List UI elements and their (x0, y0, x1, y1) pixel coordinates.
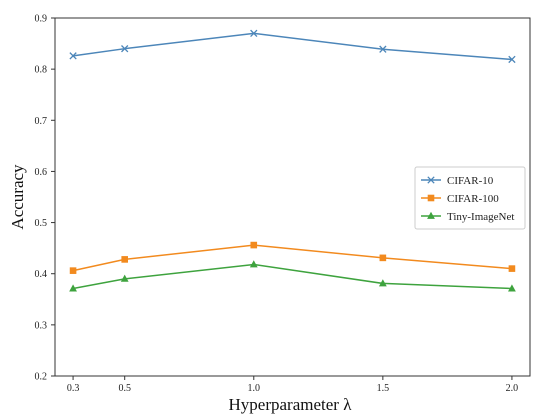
series-cifar-100 (69, 241, 516, 274)
legend-item: CIFAR-100 (421, 193, 499, 205)
y-tick-label: 0.3 (35, 320, 48, 331)
y-tick-label: 0.2 (35, 372, 48, 383)
x-axis-title: Hyperparameter λ (229, 395, 353, 414)
legend: CIFAR-10 CIFAR-100 Tiny-ImageNet (414, 166, 526, 230)
data-point (250, 241, 258, 249)
legend-item: Tiny-ImageNet (421, 211, 514, 223)
x-tick-label: 0.5 (118, 383, 131, 394)
data-point (508, 55, 516, 64)
series-line (72, 32, 512, 61)
legend-marker (427, 211, 435, 219)
legend-label: CIFAR-100 (447, 193, 499, 205)
x-axis-ticks: 0.3 0.5 1.0 1.5 2.0 (67, 376, 518, 394)
plot-frame (54, 17, 531, 377)
data-point (378, 279, 387, 287)
plot-area (54, 17, 531, 377)
legend-label: Tiny-ImageNet (447, 211, 514, 223)
data-point (508, 265, 516, 272)
y-axis-title: Accuracy (8, 164, 27, 230)
data-point (508, 284, 516, 292)
series-tiny-imagenet (69, 260, 516, 292)
data-point (121, 45, 129, 53)
y-tick-label: 0.4 (35, 269, 48, 280)
x-tick-label: 1.0 (248, 383, 261, 394)
data-point (249, 260, 258, 268)
legend-box (414, 166, 526, 230)
series-layer (69, 29, 516, 292)
series-line (72, 244, 512, 272)
data-point (120, 274, 129, 282)
data-point (121, 256, 129, 263)
y-tick-label: 0.6 (35, 167, 48, 178)
marker-stroke (508, 55, 516, 64)
x-tick-label: 1.5 (377, 383, 390, 394)
legend-marker (427, 194, 435, 202)
series-cifar-10 (69, 29, 516, 64)
data-point (250, 29, 258, 38)
y-tick-label: 0.8 (35, 65, 48, 76)
y-tick-label: 0.7 (35, 116, 48, 127)
series-line (72, 263, 512, 290)
x-tick-label: 2.0 (506, 383, 519, 394)
marker-stroke (427, 176, 435, 184)
marker-stroke (121, 45, 129, 53)
data-point (379, 45, 387, 53)
data-point (69, 52, 77, 60)
marker-stroke (250, 29, 258, 38)
y-tick-label: 0.9 (35, 14, 48, 25)
data-point (379, 254, 387, 262)
marker-stroke (379, 45, 387, 53)
x-tick-label: 0.3 (67, 383, 80, 394)
marker-stroke (69, 52, 77, 60)
data-point (69, 284, 77, 292)
legend-label: CIFAR-10 (447, 175, 494, 187)
legend-marker (427, 176, 435, 184)
y-axis-ticks: 0.2 0.3 0.4 0.5 0.6 0.7 0.8 0.9 (35, 14, 55, 383)
data-point (69, 267, 77, 274)
y-tick-label: 0.5 (35, 218, 48, 229)
legend-item: CIFAR-10 (421, 175, 494, 187)
